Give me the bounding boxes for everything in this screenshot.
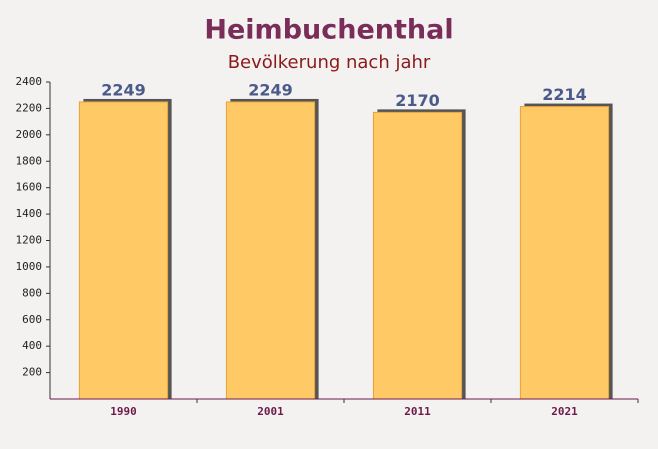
y-tick-label: 200: [22, 366, 42, 379]
bar: [519, 106, 610, 400]
bar: [225, 101, 316, 400]
chart-title: Heimbuchenthal: [204, 15, 453, 46]
x-tick-label: 1990: [110, 405, 137, 418]
x-tick-label: 2011: [404, 405, 431, 418]
y-tick-label: 1000: [16, 260, 43, 273]
y-tick-label: 2000: [16, 128, 43, 141]
bar: [78, 101, 169, 400]
x-tick-label: 2021: [551, 405, 578, 418]
value-label: 2249: [101, 80, 146, 99]
chart-subtitle: Bevölkerung nach jahr: [228, 52, 431, 73]
bar: [372, 111, 463, 400]
value-label: 2249: [248, 80, 293, 99]
y-tick-label: 800: [22, 286, 42, 299]
y-tick-label: 1600: [16, 181, 43, 194]
y-tick-label: 400: [22, 339, 42, 352]
y-tick-label: 2200: [16, 101, 43, 114]
y-tick-label: 600: [22, 313, 42, 326]
y-tick-label: 2400: [16, 75, 43, 88]
x-tick-label: 2001: [257, 405, 284, 418]
y-tick-label: 1200: [16, 234, 43, 247]
y-tick-label: 1400: [16, 207, 43, 220]
value-label: 2170: [395, 91, 440, 110]
value-label: 2214: [542, 85, 587, 104]
y-tick-label: 1800: [16, 154, 43, 167]
